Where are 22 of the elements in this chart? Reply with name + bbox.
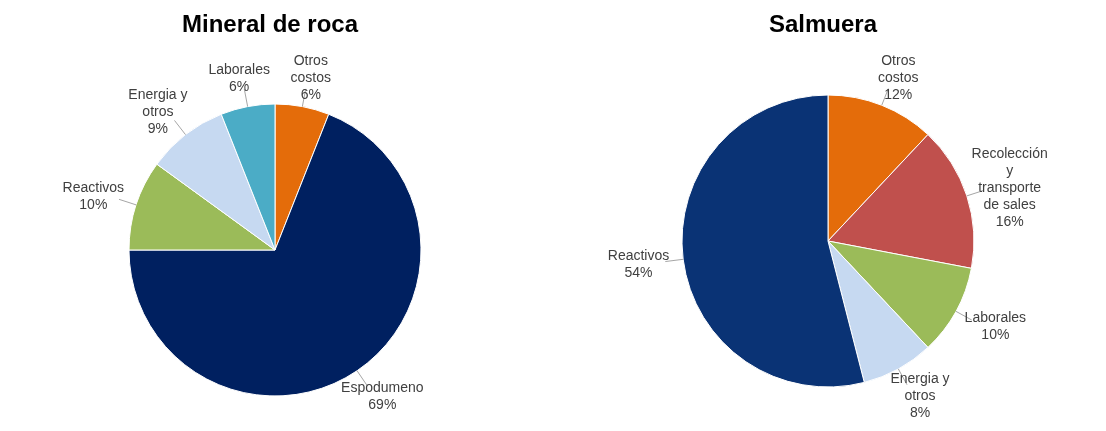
data-label: 9%: [147, 119, 169, 136]
slice-label: Energia y otros: [128, 85, 188, 119]
data-label: 54%: [624, 263, 653, 280]
slice-label: Reactivos: [607, 246, 670, 263]
slice-label: Energia y otros: [890, 370, 950, 404]
slice-label: Recolección y transporte de sales: [971, 144, 1048, 212]
data-label: 10%: [981, 326, 1010, 343]
data-label: 69%: [368, 396, 397, 413]
data-label: 16%: [995, 212, 1024, 229]
slice-label: Reactivos: [62, 179, 125, 196]
slice-label: Laborales: [964, 309, 1027, 326]
slice-label: Laborales: [208, 60, 270, 77]
data-label: 10%: [79, 196, 108, 213]
data-label: 6%: [300, 86, 321, 103]
slice-label: Otros costos: [878, 52, 919, 86]
data-label: 8%: [909, 404, 931, 421]
chart-title: Salmuera: [767, 10, 879, 38]
slice-label: Otros costos: [290, 52, 332, 86]
chart-title: Mineral de roca: [180, 10, 360, 38]
slice-label: Espodumeno: [341, 379, 424, 396]
data-label: 6%: [229, 77, 250, 94]
data-label: 12%: [884, 86, 913, 103]
